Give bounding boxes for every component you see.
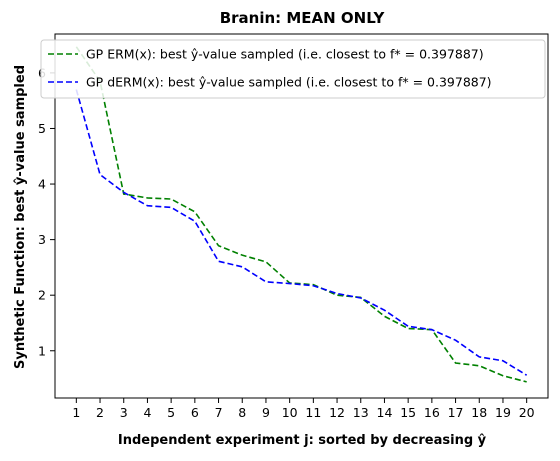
y-tick-label: 2 (38, 288, 46, 303)
x-tick-label: 5 (167, 405, 175, 420)
x-tick-label: 17 (448, 405, 464, 420)
x-tick-label: 3 (120, 405, 128, 420)
x-tick-label: 19 (495, 405, 511, 420)
chart-title: Branin: MEAN ONLY (220, 9, 386, 27)
series-line-1 (75, 89, 528, 376)
x-tick-label: 1 (72, 405, 80, 420)
x-tick-label: 18 (471, 405, 487, 420)
legend-label-erm: GP ERM(x): best ŷ-value sampled (i.e. cl… (86, 47, 484, 62)
x-tick-label: 10 (282, 405, 298, 420)
x-axis: 1 2 3 4 5 6 7 8 9 10 11 12 13 14 15 16 17 18 19 20 (72, 398, 535, 420)
x-tick-label: 20 (519, 405, 535, 420)
x-tick-label: 12 (329, 405, 345, 420)
series-line-0 (75, 46, 527, 383)
y-tick-label: 1 (38, 343, 46, 358)
x-tick-label: 15 (400, 405, 416, 420)
x-tick-label: 4 (143, 405, 151, 420)
legend-box (40, 39, 546, 99)
x-tick-label: 9 (262, 405, 270, 420)
plot-area (54, 33, 549, 399)
x-tick-label: 14 (377, 405, 393, 420)
x-tick-label: 6 (191, 405, 199, 420)
y-tick-label: 3 (38, 232, 46, 247)
legend-label-derm: GP dERM(x): best ŷ-value sampled (i.e. c… (86, 75, 492, 90)
y-tick-label: 5 (38, 121, 46, 136)
x-tick-label: 8 (238, 405, 246, 420)
plot-frame (54, 33, 549, 399)
y-axis-label: Synthetic Function: best ŷ-value sampled (13, 65, 28, 369)
y-tick-label: 4 (38, 177, 46, 192)
legend: GP ERM(x): best ŷ-value sampled (i.e. cl… (40, 39, 546, 99)
x-tick-label: 16 (424, 405, 440, 420)
series-group (75, 46, 528, 383)
x-tick-label: 2 (96, 405, 104, 420)
x-axis-label: Independent experiment j: sorted by decr… (118, 433, 487, 448)
x-tick-label: 11 (305, 405, 321, 420)
x-tick-label: 7 (215, 405, 223, 420)
x-tick-label: 13 (353, 405, 369, 420)
